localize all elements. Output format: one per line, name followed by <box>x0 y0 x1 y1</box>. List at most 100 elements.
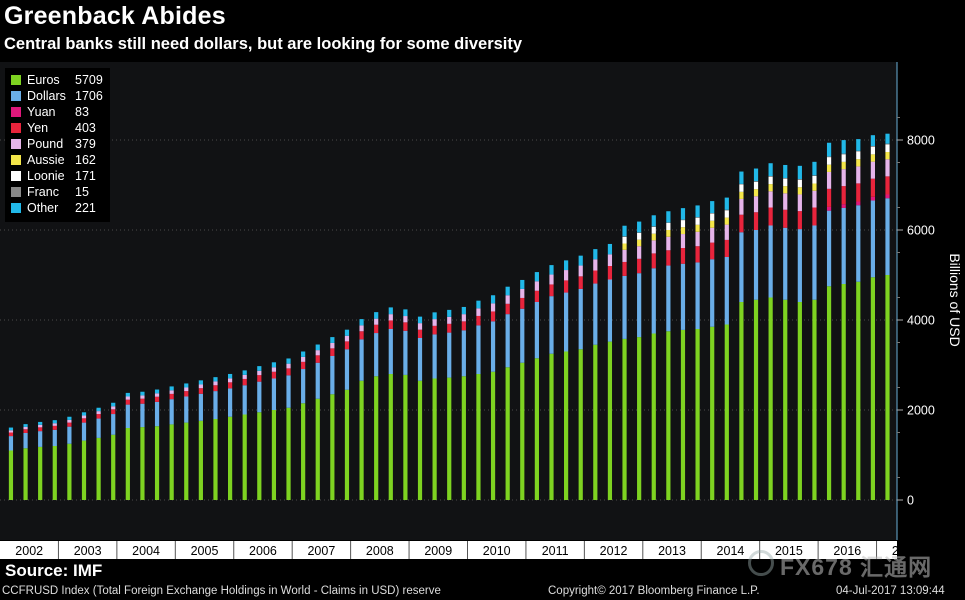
bar-segment <box>607 266 613 280</box>
bar-segment <box>534 302 539 359</box>
bar-segment <box>286 358 291 364</box>
bar-segment <box>154 393 160 397</box>
bar-segment <box>812 190 817 208</box>
bar-segment <box>227 416 233 500</box>
legend-value: 1706 <box>75 89 103 103</box>
bar-segment <box>344 335 350 342</box>
bar-segment <box>490 371 496 500</box>
bar-segment <box>388 374 393 500</box>
bar-segment <box>753 299 759 500</box>
bar-segment <box>797 302 802 500</box>
bar-segment <box>227 378 233 383</box>
bar-segment <box>768 176 773 177</box>
bar-segment <box>885 198 890 275</box>
bar-segment <box>651 233 656 241</box>
bar-segment <box>505 286 510 296</box>
bar-segment <box>753 181 759 182</box>
legend-name: Yuan <box>27 105 56 119</box>
bar-segment <box>213 377 218 382</box>
x-tick-label: 2011 <box>542 544 569 558</box>
bar-segment <box>38 427 43 432</box>
bar-segment <box>680 263 686 330</box>
bar-segment <box>885 143 890 145</box>
legend-name: Franc <box>27 185 59 199</box>
bar-segment <box>271 371 277 379</box>
bar-segment <box>783 227 788 300</box>
bar-segment <box>184 387 189 392</box>
bar-segment <box>564 280 569 293</box>
bar-segment <box>797 194 802 212</box>
legend-value: 15 <box>75 185 89 199</box>
bar-segment <box>841 140 846 154</box>
bar-segment <box>301 361 306 370</box>
x-tick-label: 2005 <box>191 544 219 558</box>
bar-segment <box>724 217 729 225</box>
bar-segment <box>607 243 613 255</box>
bar-segment <box>812 183 817 191</box>
bar-segment <box>213 391 218 419</box>
bar-segment <box>67 422 72 427</box>
bar-segment <box>330 337 335 343</box>
bar-segment <box>169 399 174 425</box>
legend-value: 171 <box>75 169 96 183</box>
bar-segment <box>856 150 861 152</box>
bar-segment <box>841 153 846 155</box>
bar-segment <box>184 383 189 388</box>
bar-segment <box>637 337 642 500</box>
bar-segment <box>374 333 379 377</box>
timestamp: 04-Jul-2017 13:09:44 <box>836 585 945 597</box>
bar-segment <box>388 320 393 329</box>
bar-segment <box>695 262 700 329</box>
bar-segment <box>154 401 160 427</box>
bar-segment <box>710 213 715 221</box>
bar-segment <box>374 318 379 325</box>
bar-segment <box>315 344 320 351</box>
bar-segment <box>753 189 759 197</box>
y-tick-label: 6000 <box>907 224 935 238</box>
bar-segment <box>724 324 729 500</box>
bar-segment <box>841 207 846 284</box>
bar-segment <box>593 283 598 345</box>
bar-segment <box>111 402 116 407</box>
bar-segment <box>812 225 817 300</box>
bar-segment <box>651 215 656 227</box>
bar-segment <box>388 329 393 374</box>
bar-segment <box>841 284 846 500</box>
bar-segment <box>768 163 773 177</box>
bar-segment <box>841 204 846 208</box>
bar-segment <box>812 299 817 500</box>
bar-segment <box>184 391 189 397</box>
bar-segment <box>271 410 277 500</box>
bar-segment <box>242 370 247 375</box>
bar-segment <box>81 422 87 441</box>
bar-segment <box>651 333 656 500</box>
watermark-logo-icon <box>748 550 774 576</box>
bar-segment <box>417 380 423 500</box>
bar-segment <box>257 375 262 382</box>
bar-segment <box>257 366 262 371</box>
bar-segment <box>330 356 335 395</box>
bar-segment <box>315 355 320 363</box>
legend-value: 221 <box>75 201 96 215</box>
bar-segment <box>257 370 262 376</box>
bar-segment <box>841 186 846 205</box>
bar-segment <box>67 419 72 423</box>
x-tick-label: 2015 <box>775 544 803 558</box>
y-axis-label: Billions of USD <box>947 253 963 346</box>
bar-segment <box>826 142 832 157</box>
bar-segment <box>461 376 466 500</box>
legend: Euros 5709 Dollars 1706 Yuan 83 Yen 403 … <box>5 68 110 222</box>
bar-segment <box>783 178 788 179</box>
bar-segment <box>52 425 57 430</box>
x-tick-label: 2013 <box>658 544 686 558</box>
bar-segment <box>38 431 43 447</box>
bar-segment <box>125 404 130 428</box>
bar-segment <box>315 350 320 356</box>
bar-segment <box>81 415 87 419</box>
bar-segment <box>38 446 43 500</box>
bar-segment <box>695 246 700 263</box>
bar-segment <box>710 259 715 327</box>
bar-segment <box>198 420 203 500</box>
bar-segment <box>198 380 203 385</box>
bar-segment <box>81 412 87 416</box>
